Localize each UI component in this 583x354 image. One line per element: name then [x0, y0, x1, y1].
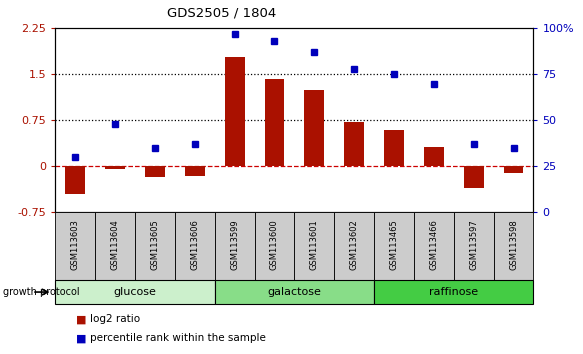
Text: ■: ■ [76, 333, 86, 343]
Bar [255, 212, 294, 280]
Text: glucose: glucose [114, 287, 156, 297]
Text: GSM113598: GSM113598 [509, 219, 518, 270]
Bar [55, 212, 95, 280]
Bar [265, 79, 285, 166]
Text: GSM113606: GSM113606 [190, 219, 199, 270]
Bar [334, 212, 374, 280]
Text: GSM113600: GSM113600 [270, 219, 279, 270]
Bar [304, 90, 324, 166]
Text: galactose: galactose [268, 287, 321, 297]
Bar [424, 147, 444, 166]
Bar [463, 166, 484, 188]
Bar [294, 212, 334, 280]
Text: GDS2505 / 1804: GDS2505 / 1804 [167, 6, 276, 19]
Text: GSM113604: GSM113604 [111, 219, 120, 270]
Text: GSM113597: GSM113597 [469, 219, 478, 270]
Bar [414, 212, 454, 280]
Bar [215, 280, 374, 304]
Text: GSM113602: GSM113602 [350, 219, 359, 270]
Bar [105, 166, 125, 170]
Text: percentile rank within the sample: percentile rank within the sample [90, 333, 266, 343]
Text: GSM113465: GSM113465 [389, 219, 399, 270]
Text: growth protocol: growth protocol [3, 287, 79, 297]
Bar [215, 212, 255, 280]
Text: raffinose: raffinose [429, 287, 478, 297]
Text: GSM113605: GSM113605 [150, 219, 160, 270]
Bar [374, 212, 414, 280]
Bar [504, 166, 524, 172]
Bar [384, 130, 404, 166]
Text: ■: ■ [76, 314, 86, 324]
Bar [145, 166, 165, 177]
Text: GSM113603: GSM113603 [71, 219, 80, 270]
Bar [185, 166, 205, 176]
Bar [344, 122, 364, 166]
Bar [374, 280, 533, 304]
Text: log2 ratio: log2 ratio [90, 314, 141, 324]
Bar [65, 166, 85, 194]
Text: GSM113601: GSM113601 [310, 219, 319, 270]
Bar [95, 212, 135, 280]
Bar [454, 212, 494, 280]
Text: GSM113466: GSM113466 [429, 219, 438, 270]
Bar [175, 212, 215, 280]
Bar [135, 212, 175, 280]
Text: GSM113599: GSM113599 [230, 219, 239, 270]
Bar [224, 57, 245, 166]
Bar [55, 280, 215, 304]
Bar [494, 212, 533, 280]
